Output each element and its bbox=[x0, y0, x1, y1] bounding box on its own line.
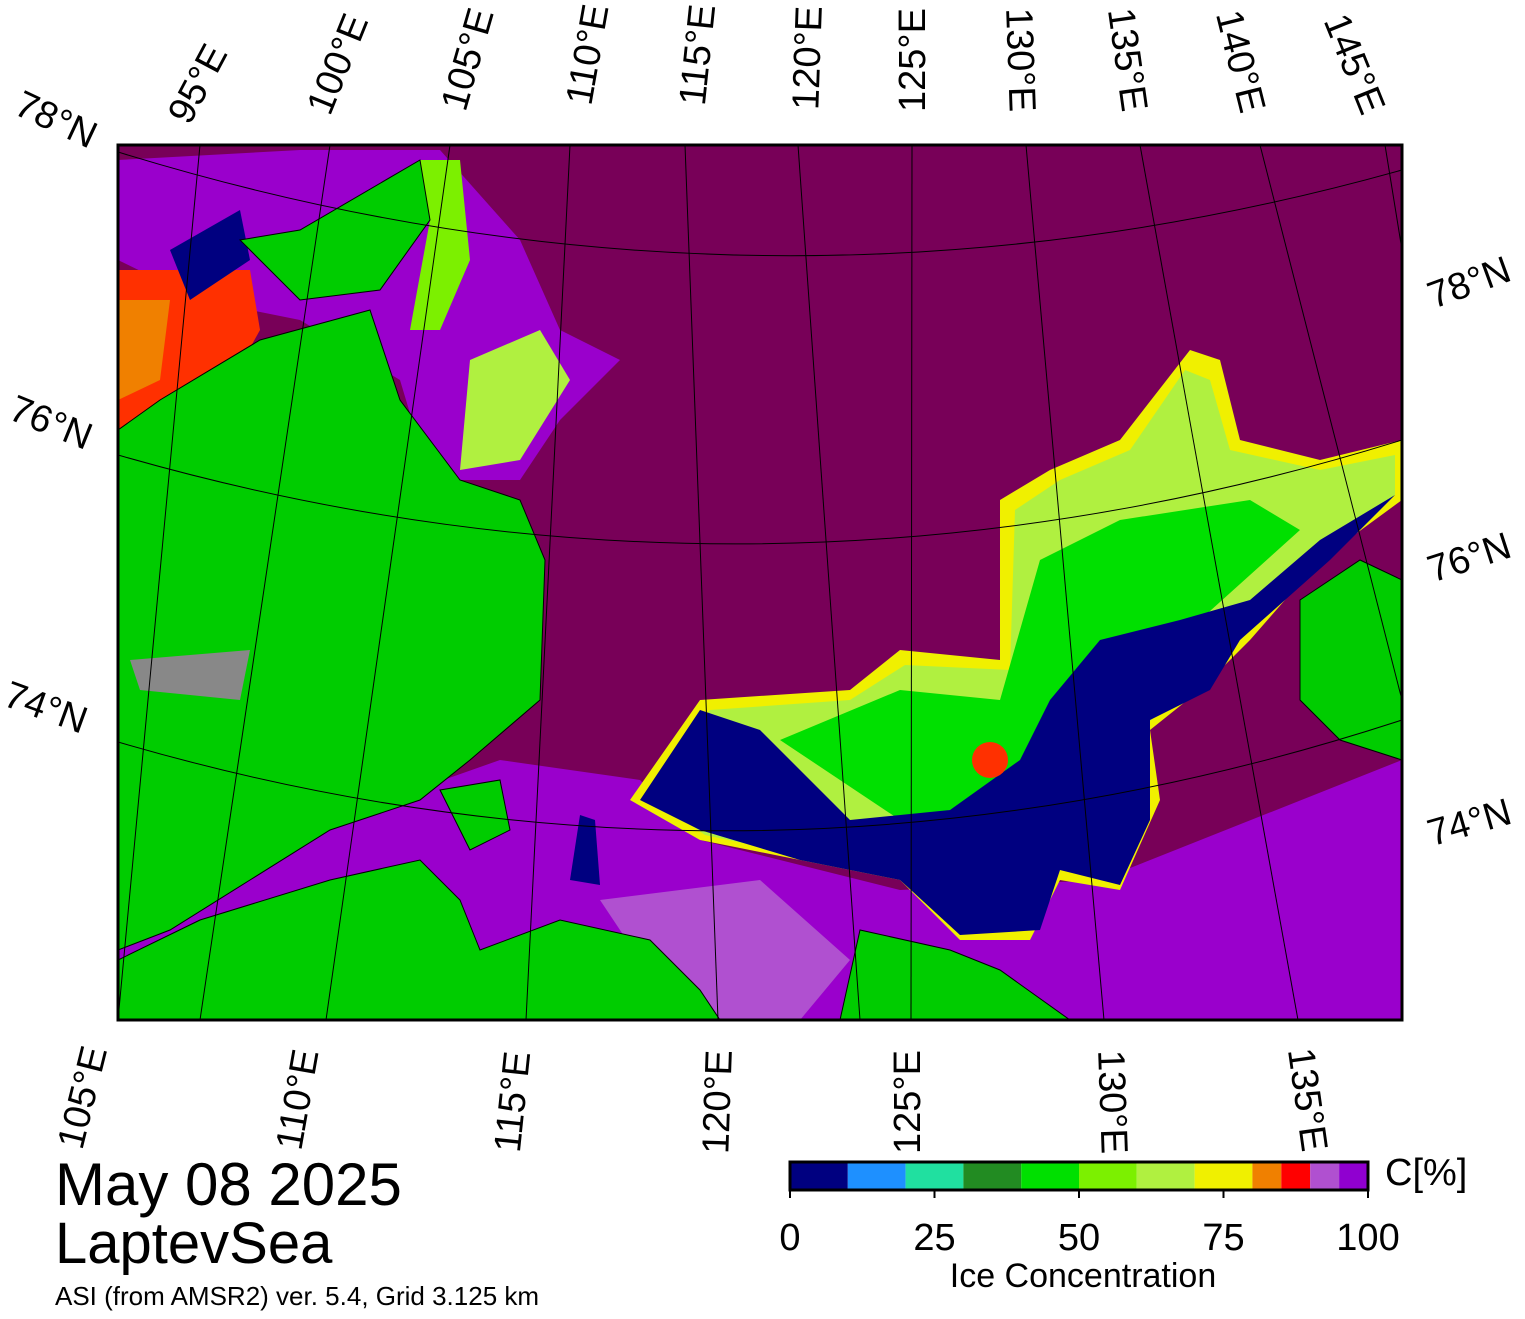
colorbar-segment bbox=[1021, 1162, 1079, 1190]
colorbar-tick-label: 25 bbox=[913, 1217, 955, 1259]
colorbar-tick-label: 50 bbox=[1058, 1217, 1100, 1259]
graticule bbox=[118, 145, 1402, 1020]
colorbar-segment bbox=[905, 1162, 964, 1190]
colorbar-segment bbox=[963, 1162, 1022, 1190]
graticule-label: 140°E bbox=[1207, 6, 1273, 117]
graticule-label: 125°E bbox=[892, 8, 934, 112]
ice-dark-blue bbox=[640, 495, 1395, 935]
colorbar-title: Ice Concentration bbox=[950, 1257, 1217, 1295]
source-note: ASI (from AMSR2) ver. 5.4, Grid 3.125 km bbox=[55, 1281, 539, 1311]
colorbar-segment bbox=[1310, 1162, 1340, 1190]
ice-blue bbox=[170, 210, 250, 300]
graticule-label: 110°E bbox=[269, 1046, 328, 1153]
ice-green bbox=[780, 500, 1300, 820]
ice-dark-blue bbox=[570, 815, 600, 885]
graticule-label: 135°E bbox=[1099, 5, 1155, 114]
map bbox=[118, 145, 1402, 1020]
colorbar-segment bbox=[1194, 1162, 1253, 1190]
colorbar-segment bbox=[1252, 1162, 1282, 1190]
graticule-label: 110°E bbox=[559, 1, 618, 108]
graticule-label: 115°E bbox=[487, 1049, 539, 1154]
graticule-label: 125°E bbox=[887, 1050, 929, 1154]
colorbar-segment bbox=[790, 1162, 848, 1190]
graticule-label: 120°E bbox=[785, 5, 831, 110]
graticule-label: 130°E bbox=[997, 7, 1043, 112]
colorbar-segment bbox=[1136, 1162, 1195, 1190]
colorbar-tick-label: 100 bbox=[1336, 1217, 1399, 1259]
land-ice bbox=[130, 650, 250, 700]
graticule-label: 120°E bbox=[695, 1049, 741, 1154]
graticule-label: 76°N bbox=[1423, 525, 1517, 591]
land bbox=[1299, 559, 1402, 761]
graticule-label: 105°E bbox=[434, 4, 503, 116]
graticule-label: 100°E bbox=[299, 8, 377, 120]
graticule-label: 135°E bbox=[1279, 1045, 1335, 1154]
colorbar-segment bbox=[847, 1162, 906, 1190]
graticule-label: 78°N bbox=[1422, 249, 1516, 318]
colorbar-unit: C[%] bbox=[1385, 1152, 1467, 1194]
graticule-label: 78°N bbox=[8, 83, 103, 157]
ice-red bbox=[972, 742, 1008, 778]
graticule-label: 105°E bbox=[50, 1042, 116, 1153]
ice-green bbox=[410, 160, 470, 330]
land bbox=[839, 929, 1071, 1020]
colorbar-tick-label: 75 bbox=[1202, 1217, 1244, 1259]
land bbox=[238, 159, 431, 301]
graticule-label: 74°N bbox=[1423, 791, 1516, 855]
ice-green bbox=[460, 330, 570, 470]
colorbar: 0 25 50 75 100 bbox=[779, 1160, 1400, 1259]
date: May 08 2025 bbox=[55, 1151, 402, 1218]
colorbar-segment bbox=[1281, 1162, 1311, 1190]
ice-orange bbox=[118, 300, 170, 400]
graticule-label: 145°E bbox=[1315, 8, 1393, 120]
land bbox=[439, 779, 511, 851]
land bbox=[118, 859, 721, 1020]
region-name: LaptevSea bbox=[55, 1211, 333, 1276]
colorbar-segment bbox=[1339, 1162, 1368, 1190]
graticule-label: 130°E bbox=[1089, 1049, 1135, 1154]
graticule-label: 74°N bbox=[0, 674, 93, 743]
graticule-label: 76°N bbox=[4, 388, 98, 459]
colorbar-segment bbox=[1079, 1162, 1137, 1190]
map-frame bbox=[116, 143, 1404, 1022]
land bbox=[118, 309, 546, 951]
colorbar-tick-label: 0 bbox=[779, 1217, 800, 1259]
graticule-label: 95°E bbox=[160, 38, 236, 131]
graticule-label: 115°E bbox=[672, 2, 724, 107]
